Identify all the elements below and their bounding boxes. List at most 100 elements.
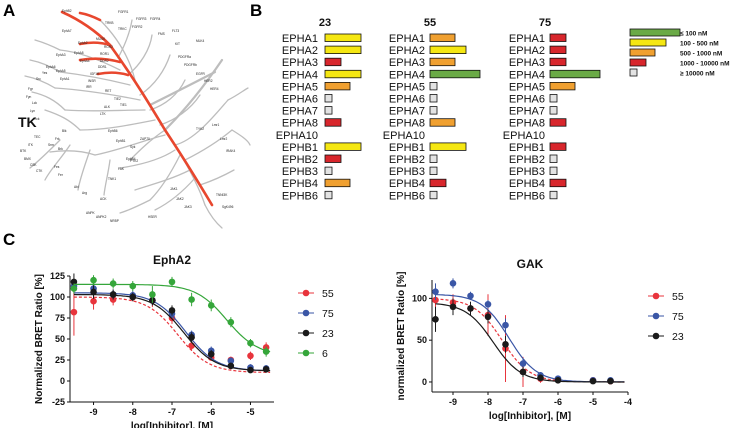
- kinase-label: JAK2: [176, 197, 184, 201]
- y-tick-label: 50: [417, 335, 427, 345]
- tree-branch: [139, 54, 171, 96]
- kinase-label: NRBP: [110, 219, 119, 223]
- affinity-bar: [549, 82, 576, 91]
- kinase-label: MUSK: [96, 37, 106, 41]
- data-point: [467, 305, 474, 312]
- data-point: [432, 288, 439, 296]
- kinase-label: TRKB: [105, 21, 114, 25]
- kinase-label: Lmr1: [212, 123, 219, 127]
- data-point: [537, 374, 544, 382]
- kinase-label: FGFR2: [132, 25, 143, 29]
- target-label: EPHB4: [282, 178, 318, 190]
- target-label: EPHA5: [509, 81, 545, 93]
- target-label: EPHB6: [389, 190, 425, 202]
- tree-branch: [79, 119, 156, 131]
- chart-title: EphA2: [153, 253, 191, 267]
- kinase-label: FGFR1: [118, 10, 129, 14]
- affinity-bar: [429, 178, 447, 188]
- affinity-bar: [429, 154, 438, 163]
- affinity-bar: [429, 57, 456, 67]
- kinase-label: ROR1: [100, 52, 109, 56]
- tree-branch: [159, 94, 201, 126]
- legend-label: ≥ 10000 nM: [680, 71, 715, 78]
- kinase-label: LTK: [100, 112, 106, 116]
- affinity-bar: [324, 69, 362, 79]
- target-label: EPHA8: [282, 118, 318, 130]
- data-point: [484, 300, 492, 308]
- target-label: EPHA7: [509, 106, 545, 118]
- y-axis-label: Normalized BRET Ratio [%]: [34, 274, 45, 404]
- kinase-label: Fgr: [28, 87, 34, 91]
- target-label: EPHB4: [389, 178, 425, 190]
- tree-branch: [127, 34, 153, 76]
- affinity-bar: [429, 33, 456, 42]
- affinity-bar: [324, 154, 342, 163]
- tree-branch: [174, 99, 229, 146]
- data-point: [247, 352, 254, 360]
- x-tick-label: -5: [589, 397, 597, 407]
- kinase-label: TEC: [34, 135, 41, 139]
- kinase-label: CSK: [30, 163, 37, 167]
- data-point: [207, 302, 215, 309]
- epha2-chart: EphA2 -25 0 25 50 75 100 125 -9 -8 -7 -6 -5 log[Inhib…: [34, 253, 334, 428]
- tree-highlight-branch: [78, 57, 122, 64]
- gak-chart: GAK 0 50 100 -9 -8 -7 -6 -5 -4 log[Inhibitor], [M]…: [396, 257, 684, 422]
- fit-curve-23: [73, 293, 271, 372]
- kinase-label: Fes: [54, 165, 60, 169]
- kinase-label: INSR: [88, 79, 96, 83]
- panel-letter-b: B: [250, 1, 262, 20]
- kinase-label: TYK2: [196, 127, 204, 131]
- y-tick-label: 100: [412, 293, 427, 303]
- y-axis-label: normalized BRET Ratio [%]: [396, 272, 407, 401]
- panel-letter-c: C: [3, 230, 15, 249]
- compound-header-55: 55: [424, 17, 436, 29]
- legend-label: 75: [672, 311, 684, 323]
- legend-swatch: [629, 38, 667, 47]
- affinity-bar: [549, 166, 558, 176]
- tree-branch: [29, 139, 61, 169]
- legend-label: 55: [322, 288, 334, 300]
- kinase-label: BTK: [20, 149, 27, 153]
- kinase-label: PDGFRb: [184, 63, 197, 67]
- target-label: EPHA1: [282, 33, 318, 45]
- data-point: [519, 360, 527, 367]
- kinase-label: IGF1R: [90, 72, 100, 76]
- target-label: EPHA10: [383, 130, 425, 142]
- kinase-label: EphB6: [108, 129, 118, 133]
- data-point: [519, 368, 527, 376]
- kinase-label: RET: [105, 89, 111, 93]
- data-point: [70, 308, 78, 316]
- fit-curve-55: [73, 296, 271, 373]
- affinity-bar: [549, 190, 558, 200]
- data-point: [90, 276, 97, 284]
- group-label-tk: TK: [18, 114, 37, 130]
- legend-swatch: [629, 28, 681, 37]
- legend-label: 55: [672, 291, 684, 303]
- tree-branch: [44, 144, 71, 181]
- tree-branch: [231, 129, 251, 146]
- affinity-bar: [549, 45, 567, 54]
- kinase-label: IRR: [86, 85, 92, 89]
- kinase-label: FGFR4: [150, 17, 161, 21]
- x-tick-label: -6: [554, 397, 562, 407]
- x-tick-label: -7: [519, 397, 527, 407]
- data-point: [70, 285, 78, 292]
- target-label: EPHB2: [509, 154, 545, 166]
- target-label: EPHB1: [282, 142, 318, 154]
- kinase-label: PYK2: [130, 159, 138, 163]
- legend-label: 6: [322, 348, 328, 360]
- target-label: EPHA5: [389, 81, 425, 93]
- tree-highlight-branch: [78, 41, 112, 47]
- data-point: [502, 321, 509, 329]
- kinase-label: KIT: [175, 42, 180, 46]
- chart-title: GAK: [517, 257, 544, 271]
- kinase-label: TIE2: [114, 97, 121, 101]
- target-label: EPHA6: [282, 94, 318, 106]
- target-label: EPHA4: [389, 69, 425, 81]
- kinase-label: EphA1: [60, 77, 70, 81]
- kinase-label: ACK: [100, 197, 107, 201]
- tree-branch: [64, 109, 146, 112]
- target-label: EPHB1: [509, 142, 545, 154]
- target-label: EPHB1: [389, 142, 425, 154]
- kinase-label: HER4: [210, 87, 219, 91]
